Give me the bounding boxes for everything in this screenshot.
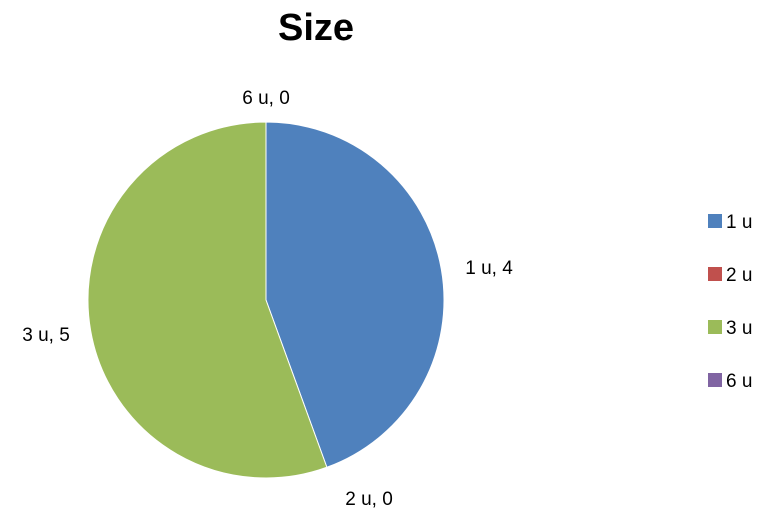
legend-item-6-u: 6 u (708, 371, 752, 392)
legend-swatch-3-u (708, 320, 722, 334)
pie-slice-1-u (265, 121, 445, 468)
chart-title: Size (278, 7, 354, 49)
legend-label-3-u: 3 u (726, 318, 752, 339)
legend-swatch-1-u (708, 214, 722, 228)
pie-slice-3-u (87, 121, 328, 479)
legend-label-2-u: 2 u (726, 265, 752, 286)
legend-item-2-u: 2 u (708, 265, 752, 286)
legend-label-6-u: 6 u (726, 371, 752, 392)
data-label-1-u: 1 u, 4 (465, 258, 513, 279)
legend-label-1-u: 1 u (726, 212, 752, 233)
legend: 1 u 2 u 3 u 6 u (708, 212, 752, 392)
pie-slices (87, 121, 445, 479)
data-label-2-u: 2 u, 0 (345, 489, 393, 510)
legend-swatch-2-u (708, 267, 722, 281)
legend-item-1-u: 1 u (708, 212, 752, 233)
data-label-6-u: 6 u, 0 (242, 88, 290, 109)
legend-swatch-6-u (708, 373, 722, 387)
legend-item-3-u: 3 u (708, 318, 752, 339)
pie-data-labels: 1 u, 4 2 u, 0 3 u, 5 6 u, 0 (22, 88, 513, 510)
data-label-3-u: 3 u, 5 (22, 325, 70, 346)
